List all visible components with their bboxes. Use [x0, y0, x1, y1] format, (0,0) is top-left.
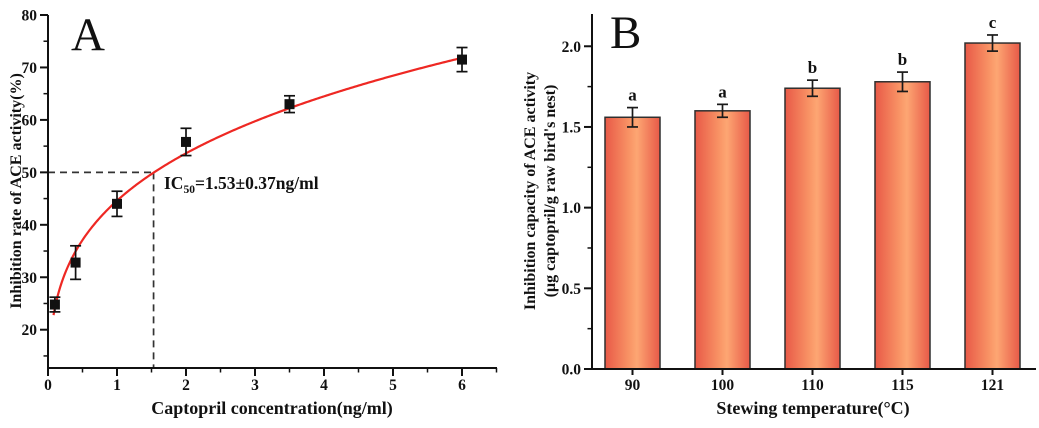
ic50-prefix: IC [164, 173, 184, 193]
panel-b-y-axis-title-line2: (μg captopril/g raw bird's nest) [542, 84, 559, 298]
panel-a-label: A [71, 9, 105, 61]
panel-a-chart: 0 1 2 3 4 5 6 20 30 40 50 60 70 80 [22, 8, 498, 394]
panel-b-x-axis-title: Stewing temperature(°C) [716, 398, 910, 418]
x-tick-label: 2 [182, 377, 190, 394]
panel-a-x-axis-title: Captopril concentration(ng/ml) [151, 398, 393, 418]
x-tick-label: 115 [891, 377, 914, 394]
x-tick-label: 110 [801, 377, 824, 394]
x-tick-label: 1 [113, 377, 121, 394]
panel-b-label: B [610, 7, 642, 59]
bar [784, 87, 841, 370]
x-tick-label: 6 [458, 377, 466, 394]
x-tick-label: 100 [711, 377, 735, 394]
data-point [181, 136, 191, 147]
x-tick-label: 0 [44, 377, 52, 394]
bar [694, 110, 751, 370]
significance-letter: b [808, 58, 817, 77]
y-tick-label: 20 [22, 322, 38, 339]
panel-b-chart: a 90 a 100 b 110 b 115 c 121 0.0 0.5 1.0 1.5 2.0 [562, 13, 1036, 394]
y-tick-label: 1.5 [562, 119, 582, 136]
y-tick-label: 30 [22, 270, 38, 287]
y-tick-label: 0.5 [562, 281, 582, 298]
y-tick-label: 2.0 [562, 39, 582, 56]
x-tick-label: 90 [625, 377, 641, 394]
data-point [457, 54, 467, 65]
panel-a-y-axis-title: Inhibition rate of ACE activity(%) [8, 73, 25, 309]
x-tick-label: 121 [981, 377, 1004, 394]
bar-error [987, 34, 998, 52]
ic50-value: =1.53±0.37ng/ml [194, 173, 319, 193]
x-tick-label: 3 [251, 377, 259, 394]
data-point [112, 198, 122, 209]
data-point [49, 299, 60, 310]
data-point [70, 257, 81, 268]
ic50-annotation: IC50=1.53±0.37ng/ml [164, 173, 319, 196]
y-tick-label: 50 [22, 165, 38, 182]
y-tick-label: 40 [22, 217, 38, 234]
bar-error [717, 103, 728, 119]
significance-letter: c [989, 13, 997, 32]
x-tick-label: 5 [389, 377, 397, 394]
y-tick-label: 60 [22, 112, 38, 129]
y-tick-label: 0.0 [562, 362, 582, 379]
significance-letter: b [898, 50, 907, 69]
bar-error [897, 71, 908, 93]
significance-letter: a [628, 86, 637, 105]
y-tick-label: 80 [22, 8, 38, 25]
y-tick-label: 1.0 [562, 200, 582, 217]
fit-curve [52, 56, 464, 316]
bar-error [807, 79, 818, 98]
bar [604, 116, 661, 370]
ic50-subscript: 50 [183, 184, 195, 196]
significance-letter: a [718, 82, 727, 101]
x-tick-label: 4 [320, 377, 328, 394]
panel-b-y-axis-title-line1: Inhibition capacity of ACE activity [522, 71, 539, 311]
bar-error [627, 106, 638, 128]
bar [874, 81, 931, 370]
bar [964, 42, 1021, 370]
data-point [284, 99, 295, 110]
y-tick-label: 70 [22, 60, 38, 77]
panel-b-y-axis-title: Inhibition capacity of ACE activity (μg … [521, 72, 561, 310]
